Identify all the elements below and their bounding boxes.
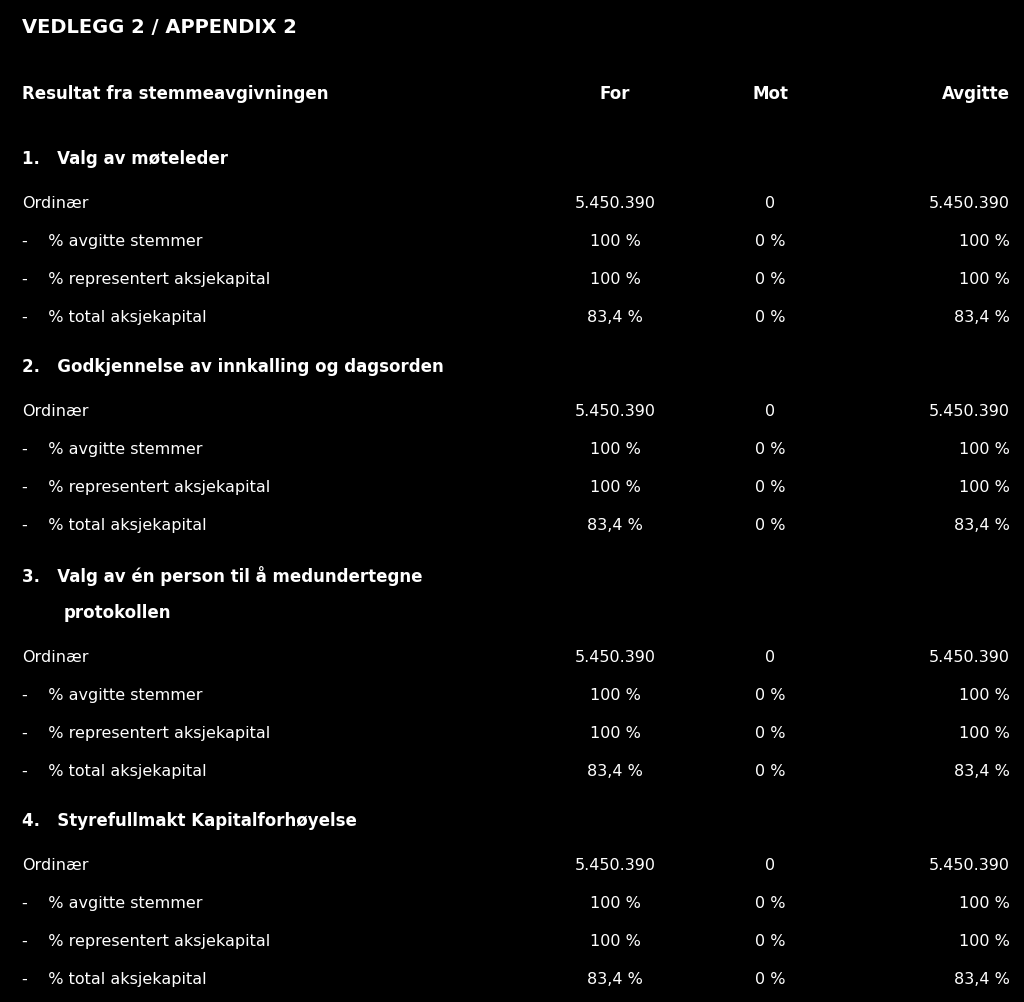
Text: 100 %: 100 %: [959, 442, 1010, 457]
Text: 100 %: 100 %: [590, 234, 640, 249]
Text: 0 %: 0 %: [755, 310, 785, 325]
Text: 100 %: 100 %: [590, 896, 640, 911]
Text: 100 %: 100 %: [590, 480, 640, 495]
Text: -    % total aksjekapital: - % total aksjekapital: [22, 972, 207, 987]
Text: -    % representert aksjekapital: - % representert aksjekapital: [22, 726, 270, 741]
Text: 100 %: 100 %: [590, 688, 640, 703]
Text: 5.450.390: 5.450.390: [574, 650, 655, 665]
Text: Resultat fra stemmeavgivningen: Resultat fra stemmeavgivningen: [22, 85, 329, 103]
Text: Ordinær: Ordinær: [22, 650, 88, 665]
Text: protokollen: protokollen: [63, 604, 171, 622]
Text: -    % representert aksjekapital: - % representert aksjekapital: [22, 272, 270, 287]
Text: Avgitte: Avgitte: [942, 85, 1010, 103]
Text: 100 %: 100 %: [590, 726, 640, 741]
Text: 5.450.390: 5.450.390: [574, 404, 655, 419]
Text: 0 %: 0 %: [755, 518, 785, 533]
Text: -    % avgitte stemmer: - % avgitte stemmer: [22, 896, 203, 911]
Text: Ordinær: Ordinær: [22, 404, 88, 419]
Text: -    % total aksjekapital: - % total aksjekapital: [22, 518, 207, 533]
Text: Ordinær: Ordinær: [22, 858, 88, 873]
Text: VEDLEGG 2 / APPENDIX 2: VEDLEGG 2 / APPENDIX 2: [22, 18, 297, 37]
Text: 0 %: 0 %: [755, 972, 785, 987]
Text: For: For: [600, 85, 630, 103]
Text: 0: 0: [765, 858, 775, 873]
Text: 0 %: 0 %: [755, 726, 785, 741]
Text: 5.450.390: 5.450.390: [929, 196, 1010, 211]
Text: 5.450.390: 5.450.390: [929, 858, 1010, 873]
Text: 100 %: 100 %: [959, 272, 1010, 287]
Text: 83,4 %: 83,4 %: [954, 972, 1010, 987]
Text: 100 %: 100 %: [959, 688, 1010, 703]
Text: 0 %: 0 %: [755, 234, 785, 249]
Text: 0: 0: [765, 650, 775, 665]
Text: -    % total aksjekapital: - % total aksjekapital: [22, 310, 207, 325]
Text: -    % avgitte stemmer: - % avgitte stemmer: [22, 442, 203, 457]
Text: 0 %: 0 %: [755, 442, 785, 457]
Text: 83,4 %: 83,4 %: [587, 972, 643, 987]
Text: 0 %: 0 %: [755, 272, 785, 287]
Text: -    % representert aksjekapital: - % representert aksjekapital: [22, 480, 270, 495]
Text: 4.   Styrefullmakt Kapitalforhøyelse: 4. Styrefullmakt Kapitalforhøyelse: [22, 812, 357, 830]
Text: 100 %: 100 %: [590, 934, 640, 949]
Text: 100 %: 100 %: [590, 272, 640, 287]
Text: 83,4 %: 83,4 %: [587, 310, 643, 325]
Text: 5.450.390: 5.450.390: [574, 858, 655, 873]
Text: Mot: Mot: [752, 85, 788, 103]
Text: 0 %: 0 %: [755, 480, 785, 495]
Text: 0 %: 0 %: [755, 688, 785, 703]
Text: 100 %: 100 %: [590, 442, 640, 457]
Text: 0 %: 0 %: [755, 896, 785, 911]
Text: 83,4 %: 83,4 %: [954, 518, 1010, 533]
Text: 5.450.390: 5.450.390: [929, 650, 1010, 665]
Text: 2.   Godkjennelse av innkalling og dagsorden: 2. Godkjennelse av innkalling og dagsord…: [22, 358, 443, 376]
Text: 0 %: 0 %: [755, 764, 785, 779]
Text: 1.   Valg av møteleder: 1. Valg av møteleder: [22, 150, 228, 168]
Text: Ordinær: Ordinær: [22, 196, 88, 211]
Text: 0: 0: [765, 196, 775, 211]
Text: 100 %: 100 %: [959, 480, 1010, 495]
Text: 5.450.390: 5.450.390: [929, 404, 1010, 419]
Text: -    % avgitte stemmer: - % avgitte stemmer: [22, 688, 203, 703]
Text: 100 %: 100 %: [959, 234, 1010, 249]
Text: 83,4 %: 83,4 %: [954, 310, 1010, 325]
Text: 83,4 %: 83,4 %: [587, 518, 643, 533]
Text: -    % representert aksjekapital: - % representert aksjekapital: [22, 934, 270, 949]
Text: 100 %: 100 %: [959, 896, 1010, 911]
Text: 100 %: 100 %: [959, 934, 1010, 949]
Text: 83,4 %: 83,4 %: [954, 764, 1010, 779]
Text: 5.450.390: 5.450.390: [574, 196, 655, 211]
Text: 0 %: 0 %: [755, 934, 785, 949]
Text: 0: 0: [765, 404, 775, 419]
Text: -    % avgitte stemmer: - % avgitte stemmer: [22, 234, 203, 249]
Text: 3.   Valg av én person til å medundertegne: 3. Valg av én person til å medundertegne: [22, 566, 423, 586]
Text: 83,4 %: 83,4 %: [587, 764, 643, 779]
Text: 100 %: 100 %: [959, 726, 1010, 741]
Text: -    % total aksjekapital: - % total aksjekapital: [22, 764, 207, 779]
